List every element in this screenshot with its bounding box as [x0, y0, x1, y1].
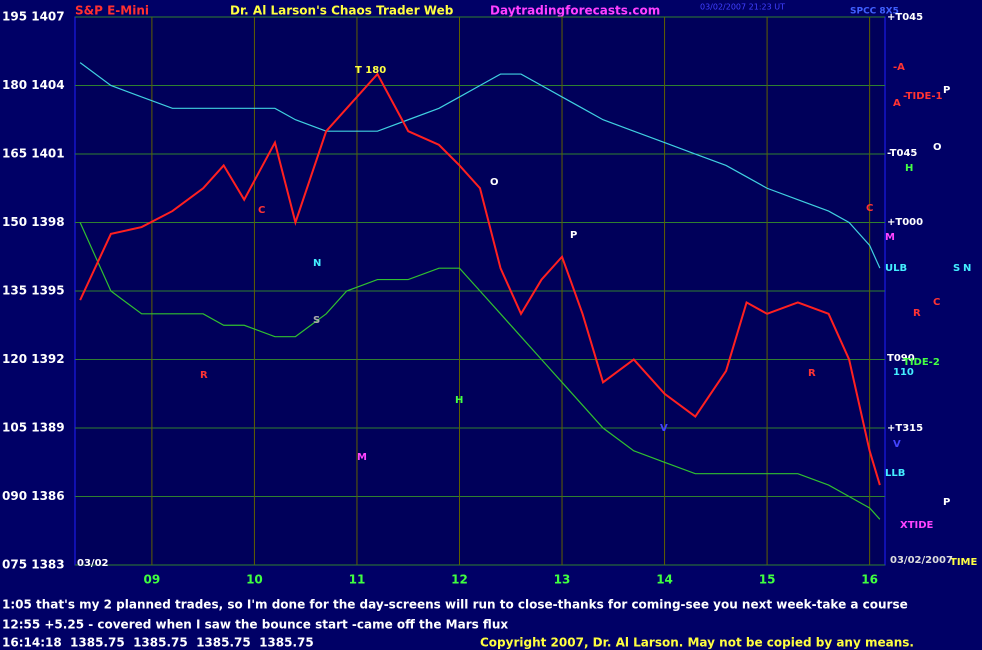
annotation: +T315: [887, 423, 923, 434]
x-tick-label: 10: [246, 573, 263, 587]
annotation: P: [943, 497, 950, 508]
annotation: O: [933, 142, 942, 153]
site: Daytradingforecasts.com: [490, 4, 660, 18]
annotation: R: [913, 308, 921, 319]
annotation: T 180: [355, 65, 386, 76]
y-tick-label: 195 1407: [2, 10, 65, 24]
annotation: C: [933, 297, 940, 308]
annotation: S: [313, 315, 320, 326]
annotation: S: [953, 263, 960, 274]
footer-line: 16:14:18 1385.75 1385.75 1385.75 1385.75: [2, 636, 314, 650]
annotation: R: [200, 370, 208, 381]
annotation: ULB: [885, 263, 907, 274]
series-line: [79, 72, 881, 486]
annotation: -T045: [887, 148, 917, 159]
annotation: +T000: [887, 217, 923, 228]
x-tick-label: 15: [759, 573, 776, 587]
code: SPCC 8X5: [850, 7, 899, 17]
annotation: +T045: [887, 12, 923, 23]
annotation: A: [893, 98, 901, 109]
title: Dr. Al Larson's Chaos Trader Web: [230, 4, 454, 18]
x-tick-label: 11: [349, 573, 366, 587]
y-tick-label: 105 1389: [2, 421, 65, 435]
y-tick-label: 135 1395: [2, 284, 65, 298]
series-line: [79, 62, 881, 269]
annotation: 03/02/2007: [890, 555, 953, 566]
footer-line: 12:55 +5.25 - covered when I saw the bou…: [2, 618, 508, 632]
timestamp: 03/02/2007 21:23 UT: [700, 3, 785, 12]
annotation: LLB: [885, 468, 905, 479]
annotation: XTIDE: [900, 520, 934, 531]
y-tick-label: 150 1398: [2, 215, 65, 229]
annotation: P: [943, 85, 950, 96]
annotation: N: [313, 258, 321, 269]
annotation: M: [357, 452, 367, 463]
annotation: 110: [893, 367, 914, 378]
x-tick-label: 14: [656, 573, 673, 587]
annotation: M: [885, 232, 895, 243]
annotation: 03/02: [77, 558, 109, 569]
annotation: C: [866, 203, 873, 214]
x-tick-label: 09: [144, 573, 161, 587]
y-tick-label: 120 1392: [2, 352, 65, 366]
y-tick-label: 180 1404: [2, 78, 65, 92]
annotation: N: [963, 263, 971, 274]
x-tick-label: 13: [554, 573, 571, 587]
annotation: -TIDE-1: [903, 91, 943, 102]
y-tick-label: 165 1401: [2, 147, 65, 161]
annotation: O: [490, 177, 499, 188]
annotation: H: [455, 395, 463, 406]
annotation: C: [258, 205, 265, 216]
annotation: R: [808, 368, 816, 379]
annotation: H: [905, 163, 913, 174]
symbol: S&P E-Mini: [75, 4, 149, 18]
annotation: TIDE-2: [903, 357, 940, 368]
annotation: V: [893, 439, 901, 450]
copyright: Copyright 2007, Dr. Al Larson. May not b…: [480, 636, 914, 650]
y-tick-label: 075 1383: [2, 558, 65, 572]
annotation: P: [570, 230, 577, 241]
annotation: TIME: [950, 557, 977, 568]
x-tick-label: 12: [451, 573, 468, 587]
series-line: [79, 222, 881, 520]
annotation: -A: [893, 62, 905, 73]
x-tick-label: 16: [861, 573, 878, 587]
y-tick-label: 090 1386: [2, 489, 65, 503]
annotation: V: [660, 423, 668, 434]
annotation: T090: [887, 353, 915, 364]
footer-line: 1:05 that's my 2 planned trades, so I'm …: [2, 598, 908, 612]
